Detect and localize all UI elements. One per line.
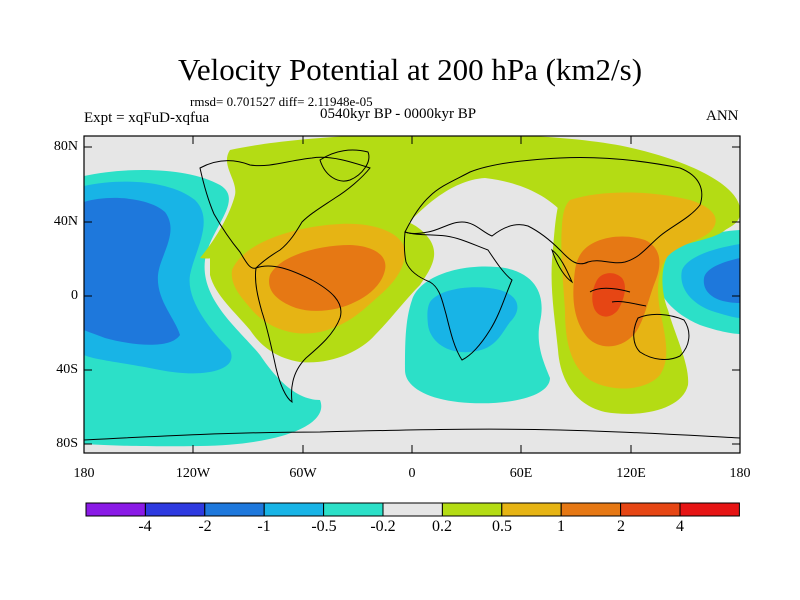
- maritime-continent-coast: [589, 287, 647, 307]
- lon-label-0: 0: [408, 466, 416, 481]
- south-america-coast: [255, 265, 342, 404]
- colorbar-swatch-1: [144, 502, 206, 517]
- experiment-label: Expt = xqFuD-xqfua: [84, 110, 210, 126]
- colorbar-label: -0.5: [311, 518, 337, 535]
- colorbar-swatch-7: [501, 502, 562, 517]
- americas-positive-center: [269, 245, 386, 311]
- africa-coast: [403, 231, 513, 361]
- map-title: Velocity Potential at 200 hPa (km2/s): [177, 52, 643, 87]
- colorbar-swatch-0: [85, 502, 146, 517]
- season-label: ANN: [706, 108, 739, 124]
- colorbar-label: 0.5: [492, 518, 512, 535]
- greenland-coast: [319, 149, 370, 182]
- colorbar-swatch-5: [382, 502, 443, 517]
- north-america-coast: [199, 156, 371, 269]
- lon-label-180e: 180: [729, 466, 751, 481]
- lat-label-40s: 40S: [56, 362, 78, 377]
- colorbar: [85, 502, 740, 517]
- colorbar-swatch-4: [323, 502, 384, 517]
- contour-field: [84, 136, 740, 453]
- coastlines: [84, 149, 740, 441]
- pacific-negative-center: [84, 197, 180, 345]
- asia-positive-peak: [592, 273, 625, 317]
- colorbar-swatch-9: [620, 502, 681, 517]
- lat-label-80n: 80N: [53, 139, 78, 154]
- lon-label-120w: 120W: [175, 466, 211, 481]
- colorbar-label: -2: [198, 518, 212, 535]
- stats-text: rmsd= 0.701527 diff= 2.11948e-05: [190, 94, 373, 109]
- lon-label-180w: 180: [73, 466, 95, 481]
- colorbar-label: 1: [557, 518, 565, 535]
- colorbar-label: 2: [617, 518, 625, 535]
- india-coast: [551, 248, 574, 284]
- lat-label-40n: 40N: [53, 214, 78, 229]
- australia-coast: [633, 313, 690, 360]
- lat-label-80s: 80S: [56, 436, 78, 451]
- colorbar-swatch-10: [679, 502, 740, 517]
- lon-label-60e: 60E: [509, 466, 533, 481]
- axis-ticks: [83, 136, 741, 453]
- eurasia-coast: [404, 156, 703, 265]
- colorbar-label: 4: [676, 518, 684, 535]
- antarctica-coast: [84, 428, 740, 441]
- colorbar-swatch-2: [204, 502, 265, 517]
- colorbar-label: -4: [138, 518, 152, 535]
- colorbar-swatch-6: [441, 502, 503, 517]
- colorbar-label: 0.2: [432, 518, 452, 535]
- east-pacific-negative-center: [703, 258, 740, 303]
- lon-label-120e: 120E: [616, 466, 646, 481]
- africa-negative-core: [427, 287, 518, 353]
- lat-label-0: 0: [71, 288, 78, 303]
- lon-label-60w: 60W: [289, 466, 317, 481]
- colorbar-label: -0.2: [370, 518, 396, 535]
- colorbar-label: -1: [257, 518, 271, 535]
- colorbar-swatch-3: [263, 502, 325, 517]
- colorbar-swatch-8: [560, 502, 622, 517]
- period-label: 0540kyr BP - 0000kyr BP: [320, 106, 477, 122]
